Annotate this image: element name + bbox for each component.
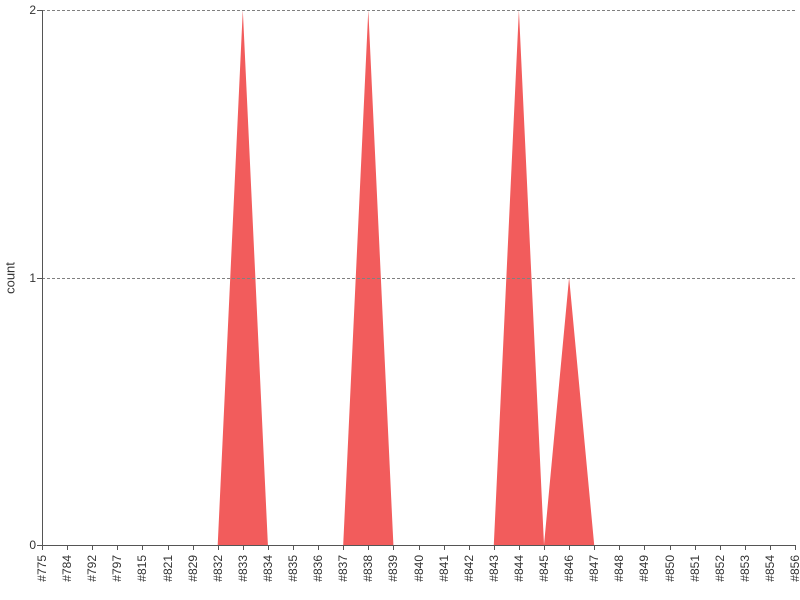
x-tick-label: #834: [261, 551, 275, 582]
x-tick-mark: [469, 545, 470, 550]
x-tick-mark: [419, 545, 420, 550]
x-tick-mark: [42, 545, 43, 550]
x-tick-mark: [92, 545, 93, 550]
y-tick-mark: [37, 278, 42, 279]
x-tick-mark: [644, 545, 645, 550]
x-tick-label: #775: [35, 551, 49, 582]
x-tick-mark: [268, 545, 269, 550]
x-tick-label: #849: [637, 551, 651, 582]
x-tick-label: #856: [788, 551, 800, 582]
y-axis-line: [42, 10, 43, 545]
x-tick-mark: [318, 545, 319, 550]
x-tick-label: #844: [512, 551, 526, 582]
gridline: [42, 278, 795, 279]
x-tick-label: #847: [587, 551, 601, 582]
count-area-chart: 012#775#784#792#797#815#821#829#832#833#…: [0, 0, 800, 600]
x-tick-label: #833: [236, 551, 250, 582]
x-tick-mark: [594, 545, 595, 550]
x-tick-label: #821: [161, 551, 175, 582]
x-tick-label: #840: [412, 551, 426, 582]
x-tick-mark: [770, 545, 771, 550]
x-tick-label: #835: [286, 551, 300, 582]
x-tick-mark: [218, 545, 219, 550]
x-tick-label: #836: [311, 551, 325, 582]
x-tick-mark: [117, 545, 118, 550]
x-tick-mark: [494, 545, 495, 550]
x-tick-mark: [745, 545, 746, 550]
x-tick-mark: [544, 545, 545, 550]
x-tick-label: #837: [336, 551, 350, 582]
x-tick-mark: [569, 545, 570, 550]
x-tick-mark: [720, 545, 721, 550]
x-tick-label: #843: [487, 551, 501, 582]
x-tick-mark: [293, 545, 294, 550]
x-tick-mark: [695, 545, 696, 550]
gridline: [42, 10, 795, 11]
plot-area: 012#775#784#792#797#815#821#829#832#833#…: [42, 10, 795, 545]
x-tick-mark: [670, 545, 671, 550]
x-tick-mark: [243, 545, 244, 550]
x-tick-label: #829: [186, 551, 200, 582]
x-tick-mark: [444, 545, 445, 550]
x-tick-mark: [393, 545, 394, 550]
x-tick-label: #854: [763, 551, 777, 582]
x-tick-mark: [193, 545, 194, 550]
x-tick-label: #784: [60, 551, 74, 582]
x-tick-label: #848: [612, 551, 626, 582]
x-tick-label: #797: [110, 551, 124, 582]
x-tick-label: #845: [537, 551, 551, 582]
x-tick-mark: [519, 545, 520, 550]
x-tick-label: #852: [713, 551, 727, 582]
x-tick-label: #792: [85, 551, 99, 582]
x-tick-mark: [142, 545, 143, 550]
x-tick-mark: [67, 545, 68, 550]
x-tick-label: #846: [562, 551, 576, 582]
x-tick-mark: [168, 545, 169, 550]
x-tick-label: #841: [437, 551, 451, 582]
x-tick-label: #853: [738, 551, 752, 582]
x-tick-label: #851: [688, 551, 702, 582]
x-tick-label: #838: [361, 551, 375, 582]
x-tick-mark: [343, 545, 344, 550]
x-tick-label: #832: [211, 551, 225, 582]
x-tick-label: #839: [386, 551, 400, 582]
x-tick-mark: [619, 545, 620, 550]
x-tick-label: #850: [663, 551, 677, 582]
x-tick-label: #815: [135, 551, 149, 582]
y-tick-mark: [37, 10, 42, 11]
x-tick-mark: [368, 545, 369, 550]
x-tick-mark: [795, 545, 796, 550]
y-axis-title: count: [3, 262, 18, 294]
x-tick-label: #842: [462, 551, 476, 582]
